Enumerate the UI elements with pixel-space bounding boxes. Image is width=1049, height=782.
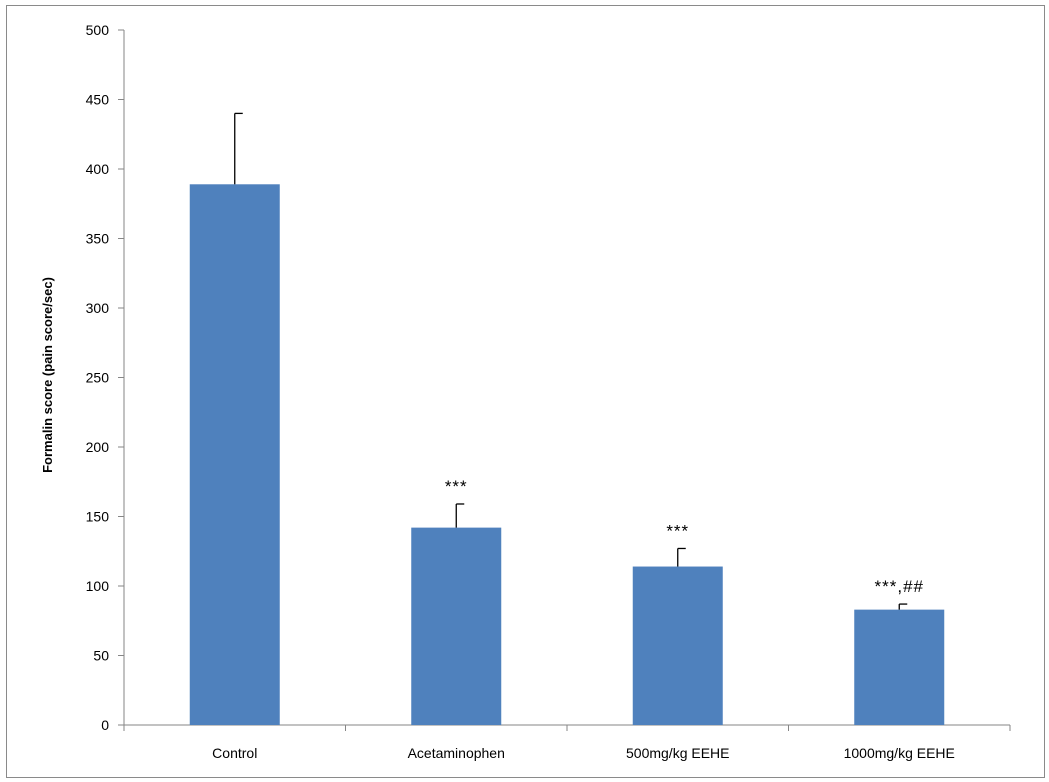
error-bars: [234, 112, 908, 610]
significance-label: ***,##: [875, 577, 924, 596]
bar: [632, 566, 723, 725]
y-tick-label: 100: [86, 578, 110, 594]
y-tick-label: 50: [93, 648, 109, 664]
x-category-label: 500mg/kg EEHE: [626, 745, 730, 761]
y-axis-label: Formalin score (pain score/sec): [40, 277, 55, 473]
significance-label: ***: [445, 477, 468, 496]
y-tick-label: 450: [86, 92, 110, 108]
x-category-label: Control: [212, 745, 257, 761]
y-tick-label: 150: [86, 509, 110, 525]
x-category-labels: Control Acetaminophen 500mg/kg EEHE 1000mg/…: [212, 745, 955, 761]
significance-label: ***: [666, 521, 689, 540]
y-tick-label: 250: [86, 370, 110, 386]
y-tick-label: 350: [86, 231, 110, 247]
y-tick-labels: 0 50 100 150 200 250 300 350 400 450 500: [86, 22, 110, 733]
y-tick-label: 200: [86, 439, 110, 455]
y-tick-label: 300: [86, 300, 110, 316]
bar: [854, 609, 945, 725]
x-category-label: Acetaminophen: [408, 745, 505, 761]
bar: [411, 527, 502, 725]
x-category-label: 1000mg/kg EEHE: [844, 745, 955, 761]
y-tick-label: 0: [101, 717, 109, 733]
y-tick-label: 400: [86, 161, 110, 177]
bar: [189, 184, 280, 726]
y-tick-label: 500: [86, 22, 110, 38]
significance-annotations: *** *** ***,##: [445, 477, 924, 596]
bars: [189, 184, 945, 726]
